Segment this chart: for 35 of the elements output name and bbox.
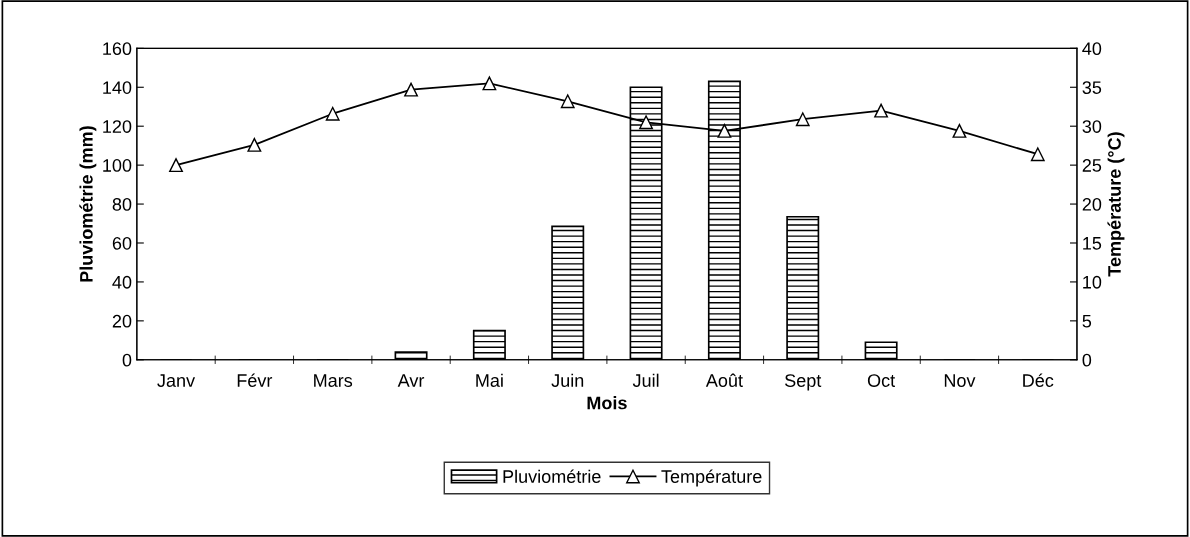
- y-tick-label: 100: [103, 159, 132, 172]
- x-axis-title: Mois: [587, 396, 627, 410]
- x-tick-label: Déc: [1023, 373, 1054, 387]
- y2-tick-label: 0: [1082, 353, 1092, 367]
- x-tick-label: Févr: [237, 373, 273, 387]
- x-tick-label: Juin: [551, 373, 584, 387]
- y-tick-label: 40: [112, 275, 132, 289]
- x-tick-label: Avr: [397, 374, 425, 387]
- x-tick-label: Sept: [785, 374, 822, 391]
- y-tick-label: 0: [122, 353, 132, 367]
- y-tick-label: 160: [103, 42, 132, 56]
- x-tick-label: Oct: [867, 374, 896, 387]
- y2-tick-label: 40: [1082, 42, 1102, 56]
- y-tick-label: 120: [103, 120, 132, 133]
- y2-axis-title: Température (°C): [1107, 132, 1125, 277]
- y2-tick-label: 10: [1083, 275, 1102, 289]
- legend-label: Pluviométrie: [503, 469, 601, 483]
- y-tick-label: 20: [112, 314, 132, 328]
- y-tick-label: 60: [112, 236, 132, 250]
- legend-label: Température: [661, 469, 762, 487]
- x-tick-label: Juil: [632, 373, 659, 387]
- y-tick-label: 140: [103, 81, 132, 94]
- y2-tick-label: 5: [1082, 314, 1092, 328]
- x-tick-label: Nov: [944, 374, 976, 387]
- y2-tick-label: 20: [1082, 197, 1102, 211]
- y2-tick-label: 30: [1082, 120, 1102, 133]
- x-tick-label: Janv: [157, 374, 196, 387]
- x-tick-label: Mai: [476, 373, 503, 387]
- y2-tick-label: 15: [1083, 237, 1102, 250]
- y2-tick-label: 25: [1082, 159, 1102, 172]
- y2-tick-label: 35: [1082, 81, 1102, 94]
- y-axis-title: Pluviométrie (mm): [79, 126, 97, 282]
- y-tick-label: 80: [112, 197, 132, 211]
- x-tick-label: Mars: [314, 374, 353, 387]
- x-tick-label: Août: [705, 373, 743, 387]
